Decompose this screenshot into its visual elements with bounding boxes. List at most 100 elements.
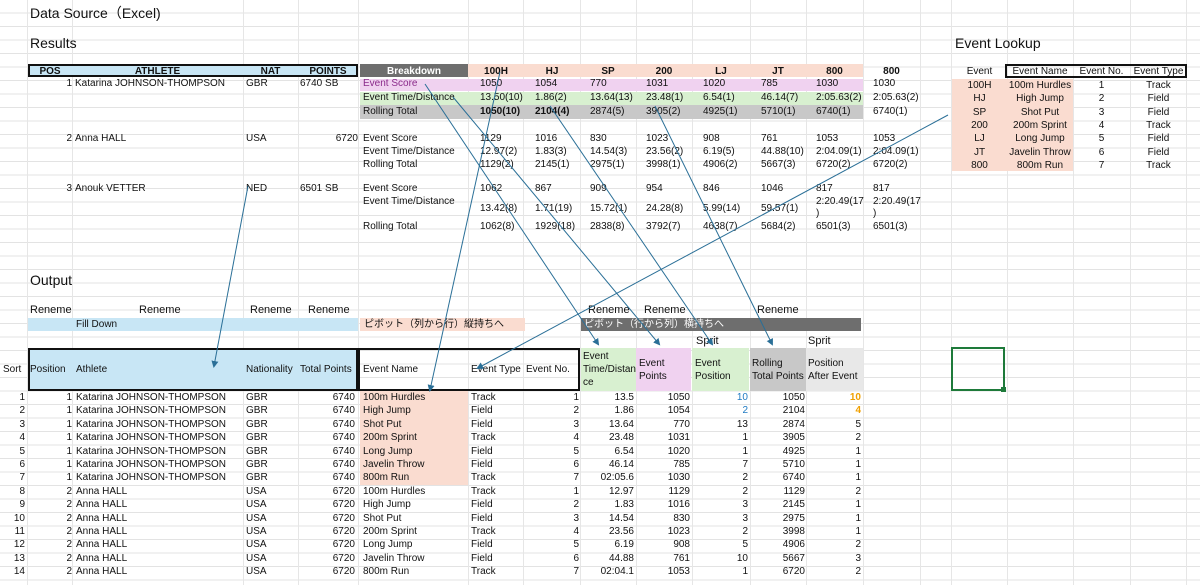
output-cell: 46.14 bbox=[608, 459, 634, 470]
output-cell: 3 bbox=[573, 512, 579, 524]
output-cell: 2 bbox=[66, 539, 72, 551]
breakdown-value-wrap: ) bbox=[873, 208, 877, 219]
hdr-total-points: Total Points bbox=[300, 364, 352, 375]
output-cell: 1031 bbox=[667, 432, 690, 444]
output-cell: 1 bbox=[66, 432, 72, 444]
results-header-8: 200 bbox=[655, 66, 673, 77]
breakdown-value: 817 bbox=[873, 183, 890, 194]
results-label: Results bbox=[30, 35, 77, 51]
output-cell: 13.64 bbox=[608, 418, 634, 430]
column-line bbox=[951, 0, 952, 585]
lookup-cell: 200m Sprint bbox=[1013, 119, 1067, 131]
breakdown-value: 761 bbox=[761, 133, 778, 144]
breakdown-value: 46.14(7) bbox=[761, 92, 799, 103]
breakdown-label: Rolling Total bbox=[363, 159, 418, 170]
hdr-nationality: Nationality bbox=[246, 364, 293, 375]
rename-label: Reneme bbox=[250, 304, 292, 316]
athlete-pos: 2 bbox=[66, 133, 72, 144]
output-cell: 2104 bbox=[782, 405, 805, 417]
column-line bbox=[243, 0, 244, 585]
athlete-pos: 1 bbox=[66, 78, 72, 89]
output-cell: 10 bbox=[13, 512, 25, 524]
output-cell: 8 bbox=[19, 485, 25, 497]
events-header-bg bbox=[468, 64, 863, 77]
output-cell: 2 bbox=[66, 526, 72, 537]
output-cell: 6720 bbox=[332, 499, 355, 511]
breakdown-value: 6720(2) bbox=[873, 159, 908, 170]
breakdown-value: 13.42(8) bbox=[480, 203, 518, 214]
breakdown-value: 4638(7) bbox=[703, 221, 738, 232]
output-cell: Katarina JOHNSON-THOMPSON bbox=[76, 392, 227, 403]
breakdown-value: 908 bbox=[703, 133, 720, 144]
breakdown-value: 5667(3) bbox=[761, 159, 796, 170]
breakdown-value: 24.28(8) bbox=[646, 203, 684, 214]
output-cell: 5667 bbox=[782, 552, 805, 564]
output-cell: USA bbox=[246, 526, 267, 537]
output-cell: 200m Sprint bbox=[363, 432, 417, 444]
hdr-event-time: Time/Distan bbox=[583, 364, 636, 375]
hdr-after: Position bbox=[808, 358, 844, 369]
output-cell: 2 bbox=[573, 405, 579, 417]
rename-label: Reneme bbox=[644, 304, 686, 316]
breakdown-value: 867 bbox=[535, 183, 552, 194]
output-cell: 10 bbox=[849, 392, 861, 403]
output-cell: 1 bbox=[855, 526, 861, 537]
output-cell: 14.54 bbox=[608, 512, 634, 524]
output-cell: 6740 bbox=[332, 405, 355, 417]
breakdown-value: 1.86(2) bbox=[535, 92, 567, 103]
lookup-cell: Track bbox=[1146, 159, 1171, 171]
output-cell: 11 bbox=[14, 526, 25, 537]
output-cell: 7 bbox=[573, 566, 579, 578]
breakdown-value: 1929(18) bbox=[535, 221, 576, 232]
breakdown-value: 2:05.63(2) bbox=[873, 92, 919, 103]
output-cell: 6720 bbox=[332, 566, 355, 578]
lookup-cell: 800m Run bbox=[1016, 159, 1064, 171]
breakdown-value: 1050 bbox=[480, 78, 503, 89]
hdr-event-position: Event bbox=[695, 358, 721, 369]
output-cell: 4906 bbox=[782, 539, 805, 551]
results-header-9: LJ bbox=[715, 66, 727, 77]
output-cell: 3 bbox=[19, 418, 25, 430]
breakdown-value: 1.71(19) bbox=[535, 203, 573, 214]
output-cell: 1 bbox=[855, 459, 861, 470]
output-cell: 6.54 bbox=[614, 445, 634, 457]
breakdown-value: 6501(3) bbox=[816, 221, 851, 232]
breakdown-label: Event Score bbox=[363, 183, 418, 194]
output-cell: Anna HALL bbox=[76, 526, 128, 537]
output-cell: 1 bbox=[66, 445, 72, 457]
column-line bbox=[1186, 0, 1187, 585]
output-cell: 1030 bbox=[667, 472, 690, 484]
hdr-event-name: Event Name bbox=[363, 364, 419, 375]
lookup-cell: Javelin Throw bbox=[1009, 146, 1071, 158]
output-cell: Field bbox=[471, 418, 493, 430]
output-cell: Track bbox=[471, 526, 496, 537]
output-cell: 785 bbox=[673, 459, 690, 470]
lookup-cell: Field bbox=[1147, 93, 1170, 105]
breakdown-value: 1129(2) bbox=[480, 159, 514, 170]
lookup-cell: High Jump bbox=[1016, 93, 1064, 105]
rename-label: Reneme bbox=[308, 304, 350, 316]
output-cell: 4 bbox=[573, 526, 579, 537]
output-cell: Katarina JOHNSON-THOMPSON bbox=[76, 459, 227, 470]
breakdown-label: Rolling Total bbox=[363, 221, 418, 232]
output-cell: Field bbox=[471, 539, 493, 551]
breakdown-value: 44.88(10) bbox=[761, 146, 804, 157]
output-cell: 6740 bbox=[782, 472, 805, 484]
results-header-12: 800 bbox=[883, 66, 900, 77]
output-cell: 9 bbox=[19, 499, 25, 511]
fill-handle[interactable] bbox=[1001, 387, 1006, 392]
breakdown-value: 1030 bbox=[873, 78, 896, 89]
breakdown-value: 13.50(10) bbox=[480, 92, 523, 103]
breakdown-value: 5710(1) bbox=[761, 106, 796, 117]
output-cell: Katarina JOHNSON-THOMPSON bbox=[76, 445, 227, 457]
output-cell: 10 bbox=[736, 552, 748, 564]
column-line bbox=[298, 0, 299, 585]
output-cell: 6 bbox=[573, 552, 579, 564]
breakdown-value: 3905(2) bbox=[646, 106, 681, 117]
column-line bbox=[358, 0, 359, 585]
breakdown-value: 2:20.49(17 bbox=[816, 196, 864, 207]
breakdown-value: 4906(2) bbox=[703, 159, 738, 170]
output-cell: Anna HALL bbox=[76, 485, 128, 497]
output-cell: 1050 bbox=[667, 392, 690, 403]
selected-cell[interactable] bbox=[951, 347, 1006, 392]
